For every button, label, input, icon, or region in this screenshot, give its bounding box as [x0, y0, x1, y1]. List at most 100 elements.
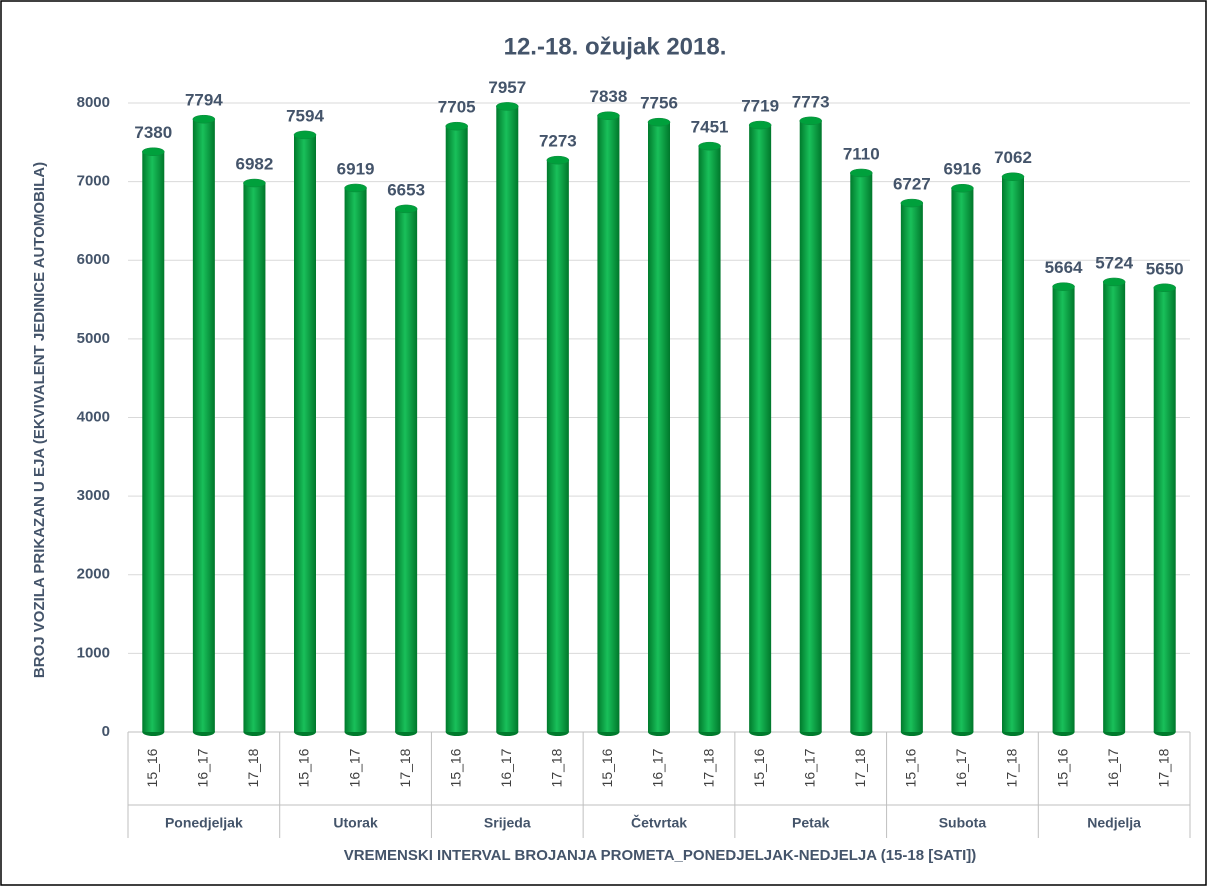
bar-cap — [799, 116, 822, 126]
bar-cap — [900, 198, 924, 208]
group-label: Četvrtak — [631, 814, 687, 831]
bar — [749, 125, 772, 732]
x-axis-title: VREMENSKI INTERVAL BROJANJA PROMETA_PONE… — [344, 847, 977, 864]
value-label: 7957 — [488, 78, 526, 97]
y-tick-label: 0 — [102, 723, 110, 740]
x-tick-label: 17_18 — [397, 748, 413, 787]
bar-cap — [748, 120, 772, 130]
x-tick-label: 16_17 — [195, 748, 211, 787]
x-tick-label: 15_16 — [1054, 748, 1070, 787]
bar-cap — [698, 141, 721, 151]
bar — [1103, 281, 1126, 732]
group-label: Nedjelja — [1087, 815, 1141, 831]
x-tick-label: 17_18 — [1004, 748, 1020, 787]
bar — [951, 188, 974, 733]
bar-cap — [192, 114, 216, 124]
bar-cap — [1102, 277, 1126, 287]
value-label: 7110 — [843, 144, 880, 163]
chart-title: 12.-18. ožujak 2018. — [504, 33, 727, 60]
value-label: 6653 — [387, 180, 425, 199]
y-tick-label: 2000 — [77, 566, 110, 583]
y-tick-label: 3000 — [77, 487, 110, 504]
x-tick-label: 16_17 — [650, 748, 666, 787]
group-label: Subota — [939, 815, 987, 831]
value-label: 5664 — [1045, 258, 1083, 277]
bar — [900, 203, 923, 733]
y-tick-label: 8000 — [77, 94, 110, 111]
bar — [1002, 176, 1024, 732]
bar — [344, 187, 367, 732]
y-tick-label: 1000 — [77, 644, 110, 661]
x-tick-label: 16_17 — [498, 748, 514, 787]
bar-cap — [243, 178, 266, 188]
value-label: 6916 — [944, 160, 982, 179]
y-tick-label: 7000 — [77, 173, 110, 190]
bar — [597, 115, 620, 733]
value-label: 6982 — [236, 155, 274, 174]
bar — [648, 122, 670, 732]
bar — [546, 160, 569, 732]
x-tick-label: 15_16 — [599, 748, 615, 787]
bar — [294, 134, 316, 732]
bar-cap — [597, 111, 620, 120]
group-label: Ponedjeljak — [165, 815, 243, 831]
value-label: 7062 — [994, 148, 1032, 167]
x-tick-label: 17_18 — [549, 748, 565, 787]
bar — [445, 126, 468, 732]
y-tick-label: 6000 — [77, 251, 110, 268]
bar — [395, 208, 418, 733]
value-label: 7380 — [134, 123, 172, 142]
group-label: Srijeda — [484, 815, 531, 831]
y-axis-title: BROJ VOZILA PRIKAZAN U EJA (EKVIVALENT J… — [31, 162, 48, 678]
bar-cap — [1153, 283, 1176, 293]
value-label: 7756 — [640, 94, 678, 113]
value-label: 6919 — [337, 159, 375, 178]
value-label: 7705 — [438, 98, 476, 117]
x-tick-label: 15_16 — [447, 748, 463, 787]
bar — [799, 120, 822, 732]
bar-cap — [293, 130, 317, 140]
bar-cap — [344, 183, 367, 193]
bar — [850, 172, 873, 732]
bar-cap — [142, 147, 165, 156]
group-label: Petak — [792, 815, 830, 831]
value-label: 7451 — [691, 118, 729, 137]
value-label: 7794 — [185, 91, 223, 110]
value-label: 7838 — [590, 87, 628, 106]
bar-cap — [1001, 172, 1025, 182]
bar-cap — [951, 183, 974, 193]
bar — [142, 151, 165, 732]
x-tick-label: 17_18 — [1155, 748, 1171, 787]
bar-cap — [394, 204, 418, 214]
x-tick-label: 16_17 — [953, 748, 969, 787]
bar — [192, 119, 215, 732]
bar-cap — [850, 168, 873, 178]
x-tick-label: 15_16 — [296, 748, 312, 787]
value-label: 7719 — [741, 97, 779, 116]
group-label: Utorak — [333, 815, 378, 831]
value-label: 6727 — [893, 175, 931, 194]
x-tick-label: 17_18 — [245, 748, 261, 787]
bar-cap — [546, 155, 570, 165]
bar — [496, 106, 519, 733]
value-label: 7594 — [286, 106, 324, 125]
x-tick-label: 17_18 — [700, 748, 716, 787]
bar — [1153, 287, 1176, 732]
bar — [1052, 286, 1075, 732]
value-label: 5650 — [1146, 259, 1184, 278]
value-label: 5724 — [1095, 253, 1133, 272]
bar-cap — [496, 102, 519, 111]
bar-cap — [445, 121, 468, 131]
y-tick-label: 4000 — [77, 408, 110, 425]
y-tick-label: 5000 — [77, 330, 110, 347]
x-tick-label: 15_16 — [903, 748, 919, 787]
x-tick-label: 15_16 — [751, 748, 767, 787]
x-tick-label: 16_17 — [346, 748, 362, 787]
bar-cap — [647, 117, 671, 127]
x-tick-label: 15_16 — [144, 748, 160, 787]
x-tick-label: 16_17 — [1105, 748, 1121, 787]
bar — [243, 183, 266, 732]
x-tick-label: 17_18 — [852, 748, 868, 787]
bar — [698, 146, 721, 732]
